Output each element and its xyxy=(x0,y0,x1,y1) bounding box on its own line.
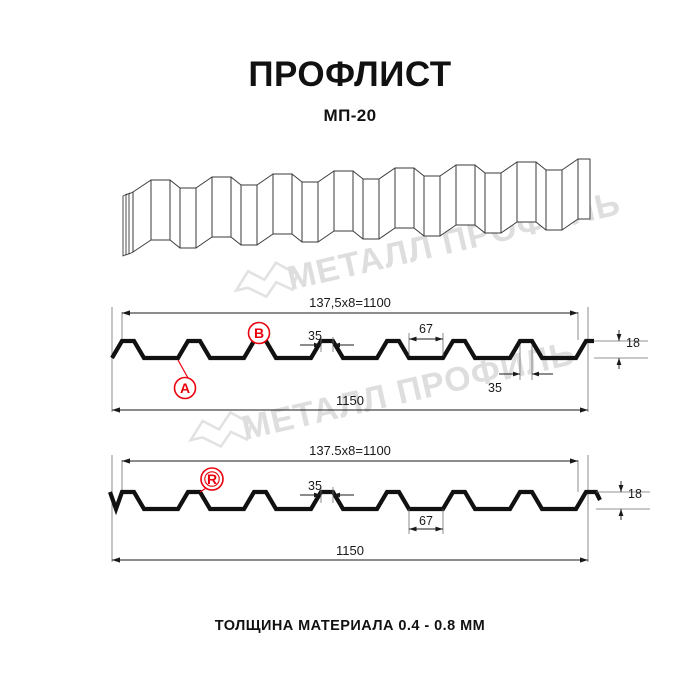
dimension-rib-top-a: 35 xyxy=(300,329,354,352)
profile-outline-b xyxy=(108,489,602,516)
dimension-pitch-a: 137,5x8=1100 xyxy=(122,295,578,316)
dimension-valley-a-label: 67 xyxy=(419,322,433,336)
dimension-overall-b-label: 1150 xyxy=(336,543,364,558)
extension-lines-a xyxy=(111,307,589,412)
dimension-overall-a-label: 1150 xyxy=(336,393,364,408)
dimension-height-b-label: 18 xyxy=(628,487,642,501)
profile-outline-a xyxy=(110,338,594,361)
watermark-logo-icon xyxy=(187,410,254,449)
dimension-overall-a: 1150 xyxy=(112,393,588,413)
dimension-pitch-b: 137.5x8=1100 xyxy=(122,443,578,464)
material-thickness-note: ТОЛЩИНА МАТЕРИАЛА 0.4 - 0.8 ММ xyxy=(214,618,486,634)
cross-section-top: 137,5x8=1100 B A 35 xyxy=(110,295,648,413)
detail-marker-a[interactable]: A xyxy=(173,359,197,400)
dimension-valley-b: 67 xyxy=(408,509,444,534)
dimension-valley-a: 67 xyxy=(408,322,444,356)
cross-section-bottom: 137.5x8=1100 R 35 67 xyxy=(108,443,650,563)
dimension-pitch-b-label: 137.5x8=1100 xyxy=(309,443,391,458)
dimension-rib-bottom-a: 35 xyxy=(488,345,553,395)
profiled-sheet-3d-view xyxy=(122,158,591,257)
dimension-height-a-label: 18 xyxy=(626,336,640,350)
dimension-rib-bottom-a-label: 35 xyxy=(488,381,502,395)
dimension-height-b: 18 xyxy=(596,481,650,520)
detail-marker-r[interactable]: R xyxy=(199,467,224,493)
dimension-rib-top-a-label: 35 xyxy=(308,329,322,343)
watermark-text: МЕТАЛЛ ПРОФИЛЬ xyxy=(238,334,578,448)
dimension-valley-b-label: 67 xyxy=(419,514,433,528)
detail-marker-r-label: R xyxy=(207,471,217,487)
watermark-logo-icon xyxy=(233,261,299,299)
sheet-cut-edge xyxy=(122,191,134,257)
extension-lines-b xyxy=(111,455,589,562)
dimension-overall-b: 1150 xyxy=(112,543,588,563)
dimension-rib-top-b: 35 xyxy=(300,479,354,503)
detail-marker-a-label: A xyxy=(180,380,190,396)
detail-marker-b[interactable]: B xyxy=(247,321,271,345)
detail-marker-b-label: B xyxy=(254,325,264,341)
dimension-height-a: 18 xyxy=(594,330,648,369)
dimension-rib-top-b-label: 35 xyxy=(308,479,322,493)
sheet-rib-group xyxy=(132,158,591,253)
dimension-pitch-a-label: 137,5x8=1100 xyxy=(309,295,391,310)
